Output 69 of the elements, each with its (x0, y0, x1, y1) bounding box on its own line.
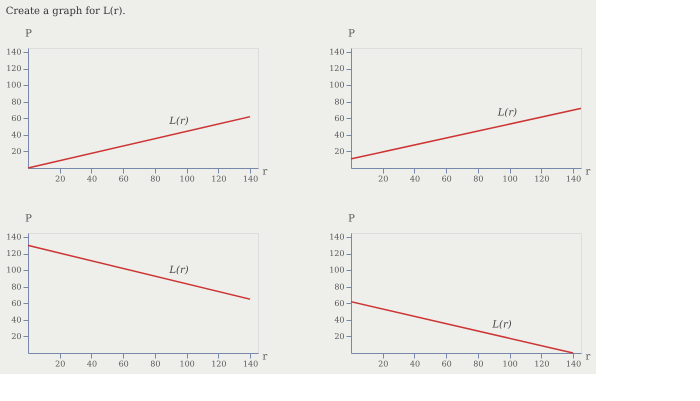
y-tick-label: 60 (334, 114, 344, 123)
y-tick-label: 40 (334, 130, 344, 140)
x-axis-title: r (586, 166, 590, 178)
x-tick-label: 60 (118, 174, 129, 184)
y-tick-label: 100 (6, 80, 22, 90)
x-tick-label: 40 (410, 174, 420, 184)
y-tick-label: 120 (6, 249, 22, 258)
y-axis-title: P (348, 214, 356, 224)
x-tick-label: 100 (179, 360, 195, 368)
y-tick-label: 20 (334, 146, 344, 156)
y-tick-label: 80 (334, 97, 344, 106)
y-tick-label: 80 (11, 97, 22, 106)
x-tick-label: 140 (566, 174, 582, 184)
y-tick-label: 100 (329, 266, 344, 275)
y-tick-label: 80 (11, 282, 22, 292)
y-tick-label: 120 (6, 64, 22, 74)
x-tick-label: 140 (242, 174, 258, 184)
y-tick-label: 80 (334, 282, 344, 292)
x-tick-label: 60 (118, 360, 129, 368)
y-tick-label: 60 (334, 298, 344, 308)
y-tick-label: 20 (334, 332, 344, 341)
series-label: L(r) (168, 116, 189, 128)
x-tick-label: 80 (473, 174, 484, 184)
x-tick-label: 40 (86, 174, 98, 184)
y-tick-label: 100 (6, 266, 22, 275)
x-tick-label: 40 (410, 360, 420, 368)
x-axis-title: r (262, 352, 268, 362)
x-tick-label: 80 (150, 360, 160, 368)
series-label: L(r) (491, 320, 512, 331)
x-tick-label: 120 (211, 360, 226, 368)
x-tick-label: 140 (242, 360, 258, 368)
chart-title: Create a graph for L(r). (6, 6, 126, 17)
x-tick-label: 100 (502, 174, 518, 184)
x-axis-title: r (586, 352, 590, 362)
y-axis-title: P (25, 214, 32, 224)
y-axis-title: P (25, 28, 32, 40)
x-tick-label: 80 (473, 360, 484, 368)
x-axis-title: r (262, 166, 268, 178)
y-tick-label: 20 (11, 332, 22, 341)
x-tick-label: 60 (442, 360, 452, 368)
y-tick-label: 40 (11, 130, 22, 140)
x-tick-label: 120 (211, 174, 226, 184)
x-tick-label: 20 (378, 360, 388, 368)
y-tick-label: 120 (329, 249, 344, 258)
y-axis-title: P (348, 28, 356, 40)
x-tick-label: 40 (86, 360, 98, 368)
series-label: L(r) (168, 264, 189, 276)
x-tick-label: 120 (534, 174, 550, 184)
x-tick-label: 100 (179, 174, 195, 184)
y-tick-label: 40 (11, 315, 22, 324)
x-tick-label: 20 (55, 174, 66, 184)
series-label: L(r) (496, 108, 518, 119)
y-tick-label: 140 (6, 232, 22, 242)
y-tick-label: 60 (11, 298, 22, 308)
x-tick-label: 20 (55, 360, 66, 368)
y-tick-label: 120 (329, 64, 344, 74)
y-tick-label: 60 (11, 114, 22, 123)
y-tick-label: 100 (329, 80, 344, 90)
y-tick-label: 40 (334, 315, 344, 324)
y-tick-label: 140 (329, 48, 344, 57)
y-tick-label: 140 (329, 232, 344, 242)
x-tick-label: 80 (150, 174, 160, 184)
y-tick-label: 140 (6, 48, 22, 57)
y-tick-label: 20 (11, 146, 22, 156)
x-tick-label: 140 (566, 360, 582, 368)
x-tick-label: 20 (378, 174, 388, 184)
x-tick-label: 100 (502, 360, 518, 368)
x-tick-label: 60 (442, 174, 452, 184)
x-tick-label: 120 (534, 360, 550, 368)
